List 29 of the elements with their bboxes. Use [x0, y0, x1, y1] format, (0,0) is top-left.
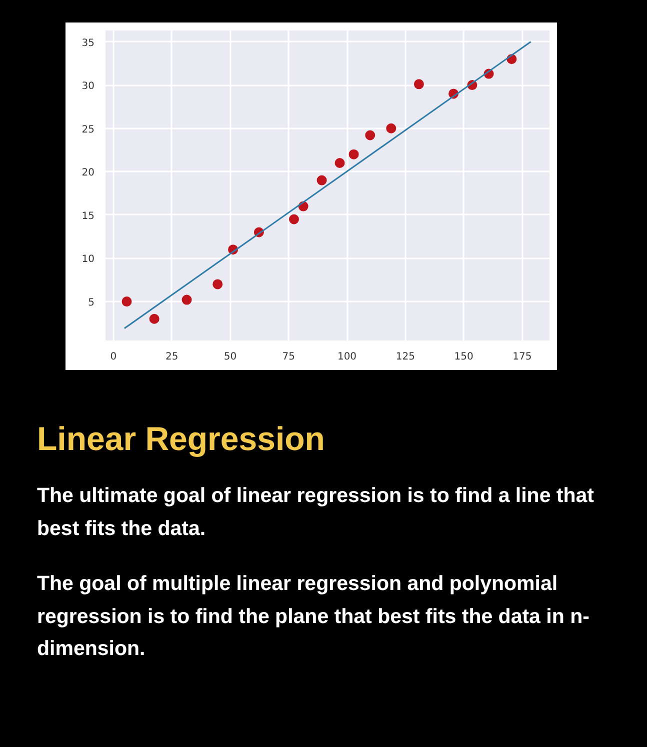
- y-tick-label: 5: [88, 298, 95, 309]
- x-tick-label: 150: [454, 352, 474, 362]
- point: [212, 279, 223, 290]
- point: [334, 158, 345, 168]
- y-tick-label: 15: [82, 210, 95, 222]
- point: [414, 79, 424, 90]
- point: [386, 123, 396, 134]
- x-tick-label: 100: [337, 352, 357, 362]
- point: [316, 175, 327, 186]
- y-tick-label: 10: [82, 254, 95, 266]
- text: Linear Regression: [37, 419, 326, 459]
- x-tick-label: 50: [224, 352, 237, 362]
- x-tick-label: 125: [396, 352, 415, 362]
- point: [149, 314, 160, 324]
- y-tick-label: 30: [82, 81, 95, 92]
- point: [182, 294, 192, 305]
- point: [288, 214, 299, 224]
- text: The ultimate goal of linear regression is to find a line that best fits the data.: [37, 483, 596, 542]
- x-tick-label: 0: [110, 352, 117, 362]
- x-tick-label: 75: [282, 352, 295, 362]
- point: [122, 296, 132, 307]
- text: The goal of multiple linear regression and polynomial regression is to find the plane that best fits the data in n-dimension.: [37, 570, 590, 662]
- y-tick-label: 20: [82, 168, 95, 179]
- x-tick-label: 175: [512, 352, 532, 362]
- x-tick-label: 25: [165, 352, 178, 362]
- point: [348, 149, 359, 160]
- y-tick-label: 35: [82, 38, 95, 49]
- y-tick-label: 25: [82, 124, 95, 136]
- point: [365, 130, 376, 140]
